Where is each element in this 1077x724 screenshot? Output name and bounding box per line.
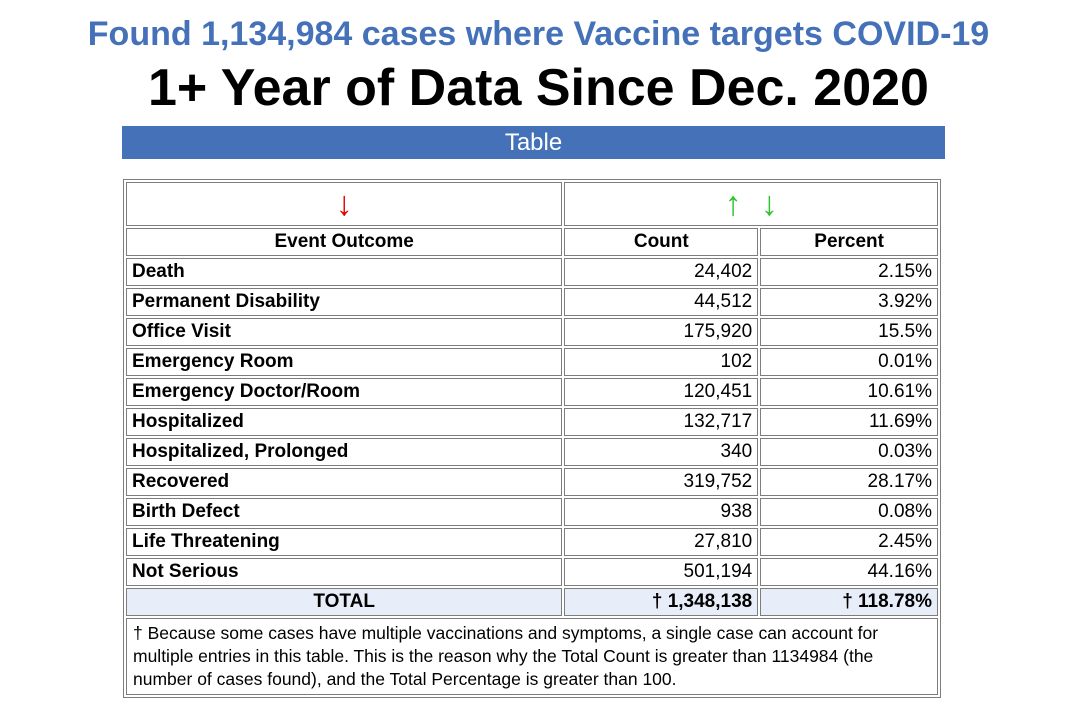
table-row: Emergency Room 102 0.01% bbox=[126, 348, 938, 376]
table-row: Hospitalized 132,717 11.69% bbox=[126, 408, 938, 436]
count-cell: 44,512 bbox=[564, 288, 759, 316]
table-row: Birth Defect 938 0.08% bbox=[126, 498, 938, 526]
outcome-cell: Birth Defect bbox=[126, 498, 563, 526]
table-row: Death 24,402 2.15% bbox=[126, 258, 938, 286]
sort-controls-row: ↓ ↑ ↓ bbox=[126, 182, 938, 226]
count-cell: 938 bbox=[564, 498, 759, 526]
total-count-cell: † 1,348,138 bbox=[564, 588, 759, 616]
percent-cell: 3.92% bbox=[760, 288, 938, 316]
percent-cell: 2.45% bbox=[760, 528, 938, 556]
table-row: Not Serious 501,194 44.16% bbox=[126, 558, 938, 586]
count-cell: 27,810 bbox=[564, 528, 759, 556]
column-header-percent: Percent bbox=[760, 228, 938, 256]
outcome-cell: Not Serious bbox=[126, 558, 563, 586]
table-row: Emergency Doctor/Room 120,451 10.61% bbox=[126, 378, 938, 406]
percent-cell: 0.01% bbox=[760, 348, 938, 376]
sort-value-ascending-icon[interactable]: ↑ bbox=[724, 185, 742, 223]
total-row: TOTAL † 1,348,138 † 118.78% bbox=[126, 588, 938, 616]
table-banner: Table bbox=[122, 126, 945, 159]
count-cell: 102 bbox=[564, 348, 759, 376]
percent-cell: 44.16% bbox=[760, 558, 938, 586]
total-percent-cell: † 118.78% bbox=[760, 588, 938, 616]
count-cell: 501,194 bbox=[564, 558, 759, 586]
percent-cell: 15.5% bbox=[760, 318, 938, 346]
count-cell: 175,920 bbox=[564, 318, 759, 346]
sort-outcome-descending-icon[interactable]: ↓ bbox=[335, 185, 353, 223]
table-row: Life Threatening 27,810 2.45% bbox=[126, 528, 938, 556]
cases-found-heading: Found 1,134,984 cases where Vaccine targ… bbox=[87, 15, 990, 53]
percent-cell: 2.15% bbox=[760, 258, 938, 286]
column-header-count: Count bbox=[564, 228, 759, 256]
table-row: Recovered 319,752 28.17% bbox=[126, 468, 938, 496]
value-sort-cell: ↑ ↓ bbox=[564, 182, 938, 226]
table-row: Permanent Disability 44,512 3.92% bbox=[126, 288, 938, 316]
count-cell: 319,752 bbox=[564, 468, 759, 496]
count-cell: 24,402 bbox=[564, 258, 759, 286]
results-table-footer: TOTAL † 1,348,138 † 118.78% † Because so… bbox=[126, 588, 938, 695]
event-outcome-table: ↓ ↑ ↓ Event Outcome Count Percent Death … bbox=[123, 179, 941, 698]
outcome-cell: Office Visit bbox=[126, 318, 563, 346]
count-cell: 132,717 bbox=[564, 408, 759, 436]
outcome-sort-cell: ↓ bbox=[126, 182, 563, 226]
table-row: Hospitalized, Prolonged 340 0.03% bbox=[126, 438, 938, 466]
outcome-cell: Hospitalized bbox=[126, 408, 563, 436]
count-cell: 340 bbox=[564, 438, 759, 466]
total-label-cell: TOTAL bbox=[126, 588, 563, 616]
outcome-cell: Recovered bbox=[126, 468, 563, 496]
sort-value-descending-icon[interactable]: ↓ bbox=[760, 185, 778, 223]
count-cell: 120,451 bbox=[564, 378, 759, 406]
percent-cell: 11.69% bbox=[760, 408, 938, 436]
percent-cell: 10.61% bbox=[760, 378, 938, 406]
column-header-row: Event Outcome Count Percent bbox=[126, 228, 938, 256]
footnote-row: † Because some cases have multiple vacci… bbox=[126, 618, 938, 695]
outcome-cell: Emergency Room bbox=[126, 348, 563, 376]
outcome-cell: Emergency Doctor/Room bbox=[126, 378, 563, 406]
table-row: Office Visit 175,920 15.5% bbox=[126, 318, 938, 346]
outcome-cell: Death bbox=[126, 258, 563, 286]
outcome-cell: Life Threatening bbox=[126, 528, 563, 556]
outcome-cell: Hospitalized, Prolonged bbox=[126, 438, 563, 466]
data-range-heading: 1+ Year of Data Since Dec. 2020 bbox=[148, 59, 929, 117]
outcome-cell: Permanent Disability bbox=[126, 288, 563, 316]
percent-cell: 0.03% bbox=[760, 438, 938, 466]
footnote-text: † Because some cases have multiple vacci… bbox=[126, 618, 938, 695]
results-table-body: ↓ ↑ ↓ Event Outcome Count Percent Death … bbox=[126, 182, 938, 586]
table-banner-label: Table bbox=[504, 129, 563, 156]
column-header-event-outcome: Event Outcome bbox=[126, 228, 563, 256]
percent-cell: 0.08% bbox=[760, 498, 938, 526]
percent-cell: 28.17% bbox=[760, 468, 938, 496]
